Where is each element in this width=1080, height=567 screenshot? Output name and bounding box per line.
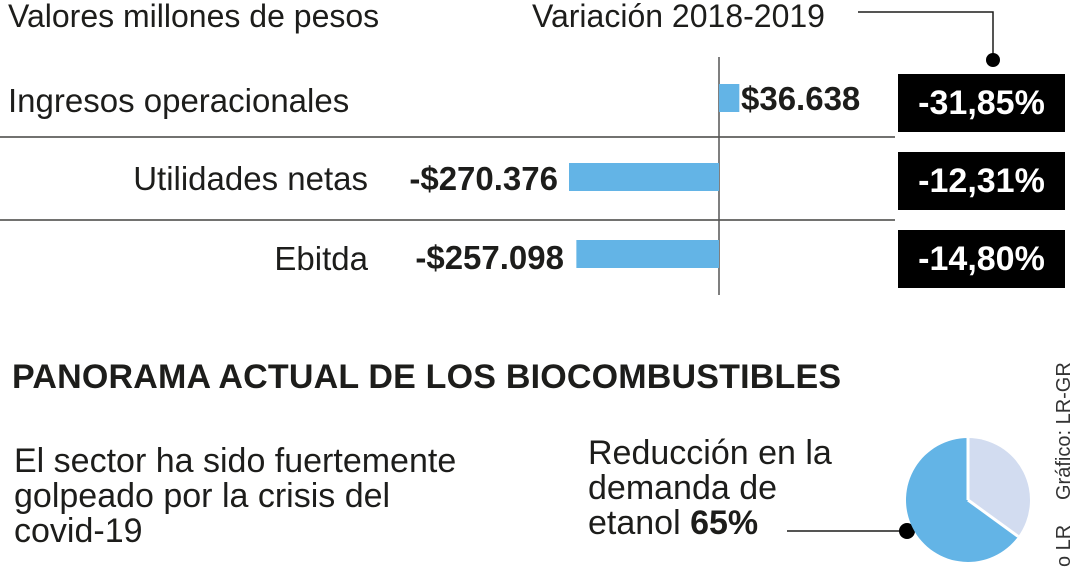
pie-slice-reduction bbox=[905, 438, 1019, 562]
variation-badge-ingresos: -31,85% bbox=[898, 74, 1065, 132]
value-label-ebitda: -$257.098 bbox=[415, 239, 564, 276]
demand-description: Reducción en la demanda de etanol 65% bbox=[588, 436, 832, 541]
demand-line: etanol bbox=[588, 504, 691, 542]
variation-badge-ebitda: -14,80% bbox=[898, 230, 1065, 288]
pie-slice-rest bbox=[968, 438, 1030, 537]
demand-line: Reducción en la bbox=[588, 434, 832, 472]
bar-ingresos-operacionales bbox=[719, 84, 740, 112]
pie-slice-divider bbox=[967, 498, 1020, 538]
variation-badge-utilidades: -12,31% bbox=[898, 152, 1065, 210]
row-label-ebitda: Ebitda bbox=[274, 240, 368, 277]
sector-description: El sector ha sido fuertemente golpeado p… bbox=[14, 444, 456, 549]
bar-utilidades-netas bbox=[569, 163, 719, 191]
sector-line: golpeado por la crisis del bbox=[14, 477, 391, 515]
variation-connector-dot bbox=[986, 53, 1000, 67]
row-label-ingresos: Ingresos operacionales bbox=[8, 82, 350, 119]
demand-line: demanda de bbox=[588, 469, 778, 507]
sector-line: El sector ha sido fuertemente bbox=[14, 442, 457, 480]
section-title: PANORAMA ACTUAL DE LOS BIOCOMBUSTIBLES bbox=[12, 358, 842, 396]
demand-value: 65% bbox=[690, 504, 759, 542]
value-label-utilidades: -$270.376 bbox=[409, 160, 558, 197]
bar-ebitda bbox=[576, 240, 719, 268]
variation-connector-line bbox=[858, 11, 994, 58]
photo-credit: o LR bbox=[1053, 524, 1075, 567]
graphic-credit: Gráfico: LR-GR bbox=[1053, 362, 1075, 500]
demand-line-3: etanol 65% bbox=[588, 506, 832, 541]
variation-header: Variación 2018-2019 bbox=[532, 0, 825, 34]
sector-line: covid-19 bbox=[14, 512, 143, 550]
value-label-ingresos: $36.638 bbox=[741, 80, 861, 117]
pie-connector-dot bbox=[899, 523, 915, 539]
units-label: Valores millones de pesos bbox=[8, 0, 380, 34]
row-label-utilidades: Utilidades netas bbox=[133, 160, 368, 197]
